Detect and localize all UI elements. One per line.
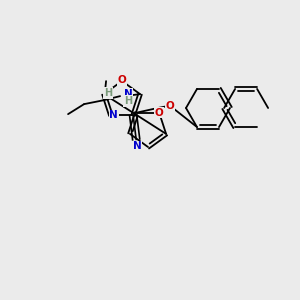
Text: H: H: [124, 96, 132, 106]
Text: N: N: [124, 89, 132, 99]
Text: H: H: [104, 88, 112, 98]
Text: O: O: [166, 100, 174, 111]
Text: N: N: [133, 141, 142, 152]
Text: N: N: [110, 110, 118, 120]
Text: O: O: [118, 75, 126, 85]
Text: O: O: [155, 108, 164, 118]
